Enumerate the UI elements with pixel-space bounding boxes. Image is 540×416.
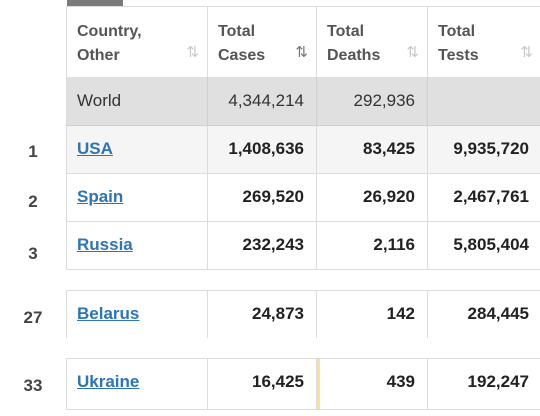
world-row: World 4,344,214 292,936	[66, 77, 540, 126]
total-deaths: 83,425	[363, 139, 415, 158]
rank-number: 2	[28, 192, 38, 211]
total-cases: 232,243	[242, 235, 304, 254]
header-total-cases[interactable]: Total Cases ⇅	[208, 7, 317, 77]
total-tests: 284,445	[467, 304, 529, 323]
country-link[interactable]: Russia	[77, 235, 133, 254]
table-row: Belarus 24,873 142 284,445	[66, 290, 540, 339]
total-deaths: 439	[386, 372, 415, 391]
header-total-tests[interactable]: Total Tests ⇅	[438, 23, 533, 64]
total-tests: 192,247	[467, 372, 529, 391]
total-deaths: 2,116	[373, 235, 415, 254]
total-tests: 2,467,761	[453, 187, 529, 206]
header-total-deaths[interactable]: Total Deaths ⇅	[317, 7, 428, 77]
total-cases: 1,408,636	[228, 139, 304, 158]
rank-number: 33	[23, 376, 43, 395]
highlight-bar	[317, 359, 320, 409]
country-link[interactable]: USA	[77, 139, 113, 158]
rank-number: 1	[28, 142, 38, 161]
table-header: Country, Other ⇅ Total Cases ⇅ Total Deaths…	[66, 6, 540, 78]
table-row: USA 1,408,636 83,425 9,935,720	[66, 126, 540, 174]
total-tests: 5,805,404	[453, 235, 529, 254]
rank-number: 3	[28, 244, 38, 263]
table-row: Ukraine 16,425 439 192,247	[66, 358, 540, 410]
total-deaths: 142	[386, 304, 415, 323]
row-gap	[66, 270, 540, 290]
total-cases: 16,425	[252, 372, 304, 391]
world-cases: 4,344,214	[228, 91, 304, 110]
table-row: Spain 269,520 26,920 2,467,761	[66, 174, 540, 222]
total-cases: 269,520	[242, 187, 304, 206]
world-label: World	[77, 91, 122, 110]
country-link[interactable]: Spain	[77, 187, 124, 206]
country-link[interactable]: Ukraine	[77, 372, 140, 391]
sort-icon[interactable]: ⇅	[186, 44, 199, 61]
row-gap	[66, 338, 540, 358]
world-deaths: 292,936	[353, 91, 415, 110]
country-link[interactable]: Belarus	[77, 304, 140, 323]
total-deaths: 26,920	[363, 187, 415, 206]
table-row: Russia 232,243 2,116 5,805,404	[66, 222, 540, 270]
header-country[interactable]: Country, Other ⇅	[67, 7, 208, 77]
rank-number: 27	[23, 308, 43, 327]
total-cases: 24,873	[252, 304, 304, 323]
sort-desc-icon[interactable]: ⇅	[295, 44, 308, 61]
total-tests: 9,935,720	[453, 139, 529, 158]
sort-icon[interactable]: ⇅	[406, 44, 419, 61]
scroll-indicator	[67, 0, 123, 6]
sort-icon[interactable]: ⇅	[520, 44, 533, 61]
